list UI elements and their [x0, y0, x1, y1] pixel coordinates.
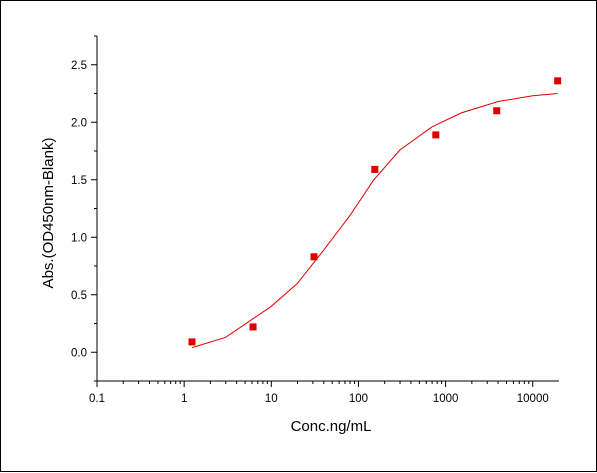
x-tick-label: 1: [181, 393, 187, 405]
x-tick-label: 1000: [433, 393, 459, 405]
y-tick-label: 0.5: [71, 290, 87, 302]
x-tick-label: 10: [265, 393, 278, 405]
y-tick-label: 2.5: [71, 60, 87, 72]
data-point: [432, 131, 440, 139]
data-point: [493, 107, 501, 115]
data-point: [188, 338, 196, 346]
y-ticks: 0.0 0.5 1.0 1.5 2.0 2.5: [71, 35, 97, 382]
x-tick-label: 0.1: [89, 393, 105, 405]
y-tick-label: 1.0: [71, 232, 87, 244]
x-tick-label: 10000: [517, 393, 549, 405]
fit-curve: [191, 93, 558, 349]
x-tick-label: 100: [349, 393, 368, 405]
x-ticks: 0.1 1 10 100 1000 10000: [89, 381, 549, 405]
y-tick-label: 1.5: [71, 175, 87, 187]
y-tick-label: 2.0: [71, 117, 87, 129]
data-point: [249, 323, 257, 331]
y-tick-label: 0.0: [71, 347, 87, 359]
data-point: [371, 165, 379, 173]
fit-curve-group: [191, 93, 558, 349]
x-axis-label: Conc.ng/mL: [291, 418, 372, 435]
data-points: [188, 77, 562, 346]
plot-axes: [96, 36, 559, 382]
data-point: [554, 77, 562, 85]
data-point: [310, 253, 318, 261]
y-axis-label: Abs.(OD450nm-Blank): [40, 138, 57, 289]
